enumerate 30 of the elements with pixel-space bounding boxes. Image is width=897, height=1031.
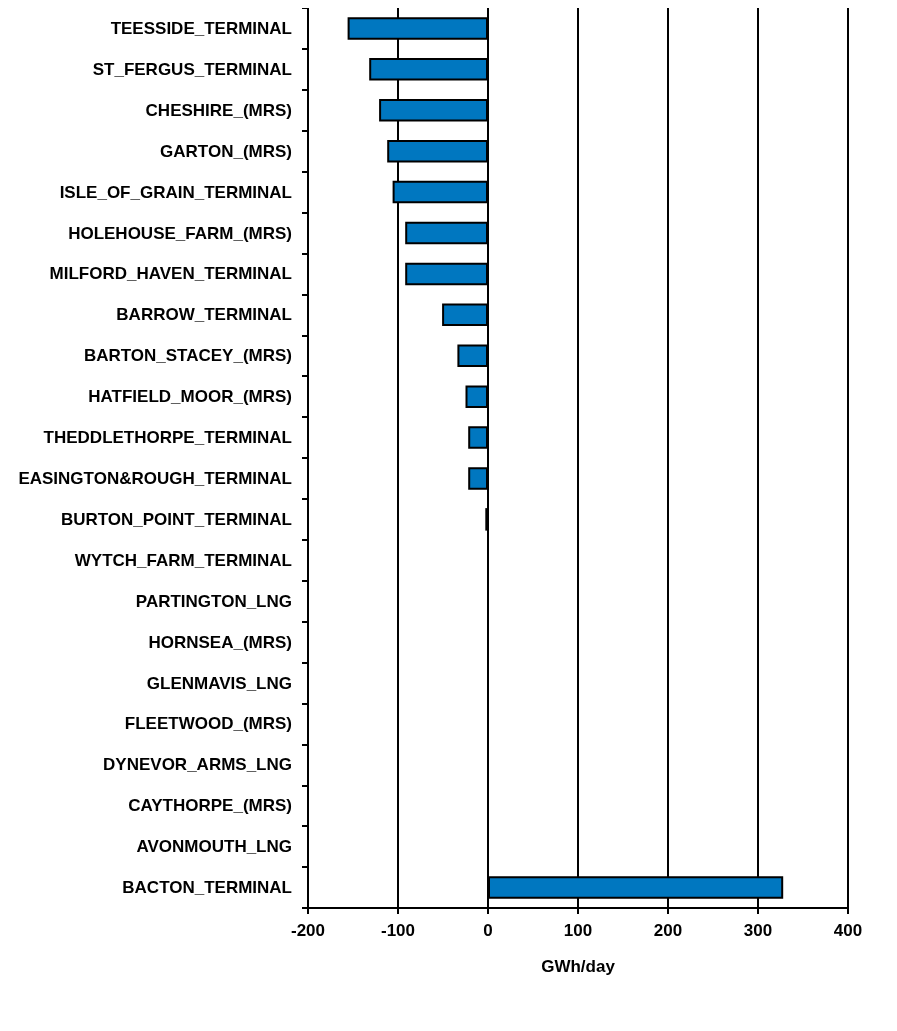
y-tick-label: HATFIELD_MOOR_(MRS) <box>88 387 292 407</box>
y-tick-label: HOLEHOUSE_FARM_(MRS) <box>68 223 292 243</box>
y-tick-label: BARTON_STACEY_(MRS) <box>83 346 292 366</box>
y-tick-label: AVONMOUTH_LNG <box>136 837 292 857</box>
y-tick-label: BARROW_TERMINAL <box>116 305 292 325</box>
y-tick-label: BACTON_TERMINAL <box>122 878 292 898</box>
x-tick-label: 200 <box>653 921 683 940</box>
y-tick-label: BURTON_POINT_TERMINAL <box>60 509 292 529</box>
y-tick-label: HORNSEA_(MRS) <box>148 632 292 652</box>
y-tick-label: TEESSIDE_TERMINAL <box>110 18 292 38</box>
x-tick-label: 400 <box>833 921 863 940</box>
y-tick-label: WYTCH_FARM_TERMINAL <box>74 550 292 570</box>
y-tick-label: THEDDLETHORPE_TERMINAL <box>43 428 292 448</box>
y-tick-label: CHESHIRE_(MRS) <box>145 100 292 120</box>
y-tick-label: EASINGTON&ROUGH_TERMINAL <box>18 468 292 488</box>
x-tick-label: 300 <box>743 921 773 940</box>
x-tick-label: 100 <box>563 921 593 940</box>
x-tick-label: -100 <box>380 921 416 940</box>
y-tick-label: PARTINGTON_LNG <box>135 591 292 611</box>
x-axis-title: GWh/day <box>541 957 616 976</box>
y-tick-label: GLENMAVIS_LNG <box>146 673 292 693</box>
y-tick-label: CAYTHORPE_(MRS) <box>128 796 292 816</box>
x-tick-label: 0 <box>483 921 493 940</box>
y-tick-label: MILFORD_HAVEN_TERMINAL <box>49 264 292 284</box>
y-tick-label: FLEETWOOD_(MRS) <box>124 714 292 734</box>
y-tick-label: DYNEVOR_ARMS_LNG <box>103 755 292 775</box>
y-tick-label: ISLE_OF_GRAIN_TERMINAL <box>59 182 292 202</box>
x-tick-label: -200 <box>290 921 326 940</box>
y-tick-label: ST_FERGUS_TERMINAL <box>92 59 292 79</box>
y-tick-label: GARTON_(MRS) <box>160 141 292 161</box>
